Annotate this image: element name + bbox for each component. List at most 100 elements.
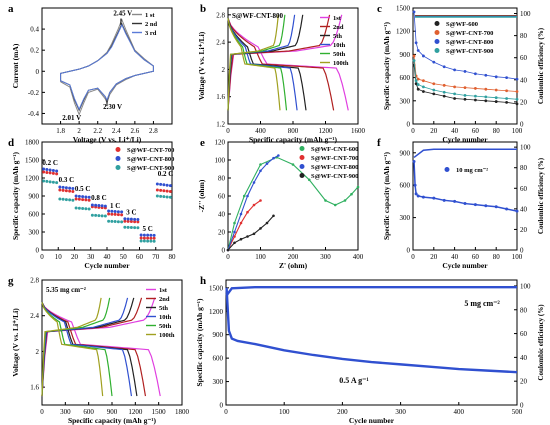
y-tick-label: 60 <box>218 193 226 201</box>
y2-tick-label: 0 <box>520 121 524 129</box>
y-tick-label: 2.8 <box>216 11 225 19</box>
y2-tick-label: 0 <box>520 247 524 255</box>
eis-point <box>252 203 256 207</box>
discharge-curve <box>41 302 104 397</box>
legend-entry: S@WF-CNT-700 <box>311 155 358 162</box>
rate-point <box>168 189 172 193</box>
chart-h: 0 100 200 300 400 500030060090012001500020406… <box>195 279 545 425</box>
x-tick-label: 2.4 <box>112 127 121 135</box>
rate-point <box>139 239 143 243</box>
rate-point <box>168 184 172 188</box>
legend-entry: 3 rd <box>145 30 157 37</box>
eis-point <box>265 162 269 165</box>
x-tick-label: 60 <box>136 253 144 261</box>
legend-entry: S@WF-CNT-800 <box>127 156 174 163</box>
rate-point <box>146 239 150 243</box>
x-tick-label: 40 <box>104 253 112 261</box>
chart-e: 0 100 200 300 400 0 20 40 60 80 100 120 Z' (ohm) -Z''… <box>197 139 364 271</box>
rate-point <box>120 210 124 214</box>
x-axis-label: Specific capacity (mAh g⁻¹) <box>68 416 157 425</box>
rate-point <box>155 182 159 186</box>
capacity-point <box>413 183 417 187</box>
x-tick-label: 400 <box>454 408 465 416</box>
rate-point <box>142 236 146 240</box>
y2-tick-label: 100 <box>520 10 531 18</box>
x-tick-label: 2.2 <box>93 127 102 135</box>
rate-point <box>55 181 59 185</box>
rate-annotation: 0.2 C <box>158 170 174 178</box>
rate-point <box>133 217 137 221</box>
y-tick-label: 300 <box>213 378 224 386</box>
rate-point <box>162 195 166 199</box>
rate-point <box>77 194 81 198</box>
legend-marker <box>299 146 305 151</box>
x-tick-label: 60 <box>472 127 480 135</box>
y-tick-label: 1200 <box>25 175 40 183</box>
charge-curve <box>41 297 102 397</box>
rate-point <box>149 236 153 240</box>
rate-point <box>165 189 169 193</box>
x-tick-label: 60 <box>472 253 480 261</box>
legend-entry: S@WF-CNT-900 <box>446 48 493 55</box>
rate-point <box>133 226 137 230</box>
rate-point <box>74 206 78 210</box>
capacity-point <box>505 207 509 211</box>
rate-point <box>97 214 101 218</box>
rate-point <box>45 179 49 183</box>
x-tick-label: 80 <box>169 253 177 261</box>
legend-entry: 2 nd <box>145 21 157 28</box>
rate-point <box>77 206 81 210</box>
x-tick-label: 40 <box>451 127 459 135</box>
x-tick-label: 80 <box>493 253 501 261</box>
y-tick-label: 80 <box>218 175 226 183</box>
eis-point <box>272 156 275 160</box>
y-tick-label: 600 <box>400 74 411 82</box>
rate-point <box>90 213 94 217</box>
charge-curve <box>227 14 279 111</box>
eis-point <box>239 221 243 225</box>
rate-point <box>142 239 146 243</box>
legend-entry: 5th <box>333 33 342 40</box>
legend-entry: 10th <box>159 314 172 321</box>
eis-point <box>233 221 236 225</box>
rate-point <box>97 204 101 208</box>
eis-point <box>324 199 327 202</box>
rate-point <box>120 220 124 224</box>
capacity-point <box>442 198 446 202</box>
x-tick-label: 100 <box>512 253 523 261</box>
rate-point <box>139 236 143 240</box>
y-axis-label: Specific capacity (mAh g⁻¹) <box>382 151 391 240</box>
y-tick-label: 0.4 <box>30 26 39 34</box>
rate-point <box>51 180 55 184</box>
capacity-point <box>463 202 467 206</box>
x-tick-label: 1200 <box>319 127 334 135</box>
legend-marker <box>299 155 305 160</box>
rate-point <box>45 167 49 171</box>
y-tick-label: 1200 <box>396 28 411 36</box>
x-tick-label: 40 <box>451 253 459 261</box>
rate-point <box>81 198 85 202</box>
y-tick-label: 900 <box>400 149 411 157</box>
y-tick-label: 0 <box>222 247 226 255</box>
legend-marker <box>115 147 121 152</box>
eis-point <box>226 248 230 252</box>
y2-tick-label: 60 <box>520 54 528 62</box>
rate-point <box>116 213 120 217</box>
y2-tick-label: 80 <box>520 164 528 172</box>
y2-tick-label: 20 <box>520 98 528 106</box>
eis-point <box>233 235 236 238</box>
panel-label-b: b <box>200 3 206 15</box>
legend-marker <box>434 39 440 44</box>
rate-annotation: 0.3 C <box>59 176 75 184</box>
x-tick-label: 20 <box>430 253 438 261</box>
x-tick-label: 70 <box>152 253 160 261</box>
rate-point <box>159 188 163 192</box>
legend-entry: 50th <box>333 51 346 58</box>
rate-point <box>152 239 156 243</box>
capacity-line <box>413 60 518 100</box>
y-tick-label: 0 <box>36 68 40 76</box>
x-tick-label: 400 <box>353 253 364 261</box>
peak-annotation: 2.01 V <box>62 114 81 122</box>
y-tick-label: 1200 <box>209 308 224 316</box>
x-tick-label: 300 <box>395 408 406 416</box>
